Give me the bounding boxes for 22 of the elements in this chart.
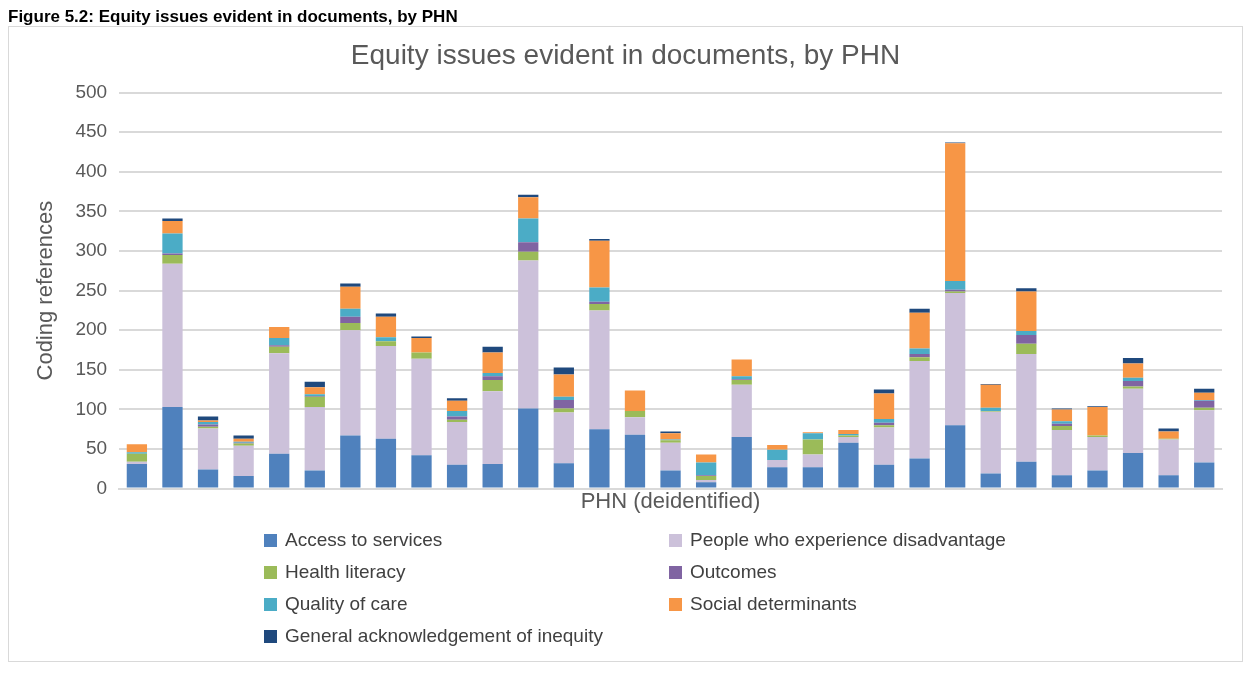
x-axis-title: PHN (deidentified) (580, 487, 761, 513)
y-tick-label: 400 (75, 160, 108, 182)
legend-label: People who experience disadvantage (690, 529, 1006, 551)
caption: Figure 5.2: Equity issues evident in documents, by PHN (8, 7, 459, 26)
legend-label: Outcomes (690, 561, 777, 583)
y-tick-label: 500 (75, 80, 108, 102)
legend-label: Social determinants (690, 593, 857, 615)
y-axis-title: Coding references (32, 200, 58, 381)
legend-label: Health literacy (285, 561, 406, 583)
legend-label: General acknowledgement of inequity (285, 625, 603, 647)
y-tick-label: 100 (75, 397, 108, 419)
y-tick-label: 0 (96, 476, 108, 498)
y-tick-label: 350 (75, 199, 108, 221)
legend-label: Quality of care (285, 593, 408, 615)
y-tick-label: 300 (75, 239, 108, 261)
y-tick-label: 50 (85, 437, 108, 459)
y-tick-label: 150 (75, 358, 108, 380)
legend-label: Access to services (285, 529, 443, 551)
y-tick-label: 450 (75, 120, 108, 142)
y-tick-label: 200 (75, 318, 108, 340)
y-tick-label: 250 (75, 278, 108, 300)
chart-title: Equity issues evident in documents, by PHN (350, 38, 901, 70)
